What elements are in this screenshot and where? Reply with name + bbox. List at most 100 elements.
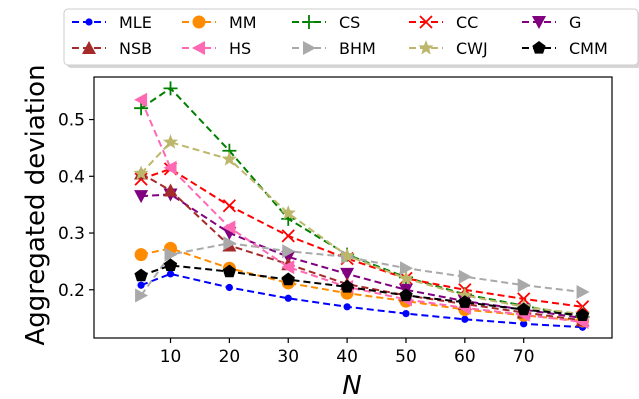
x-tick-label: 40	[336, 347, 358, 367]
data-point-mle	[137, 281, 145, 289]
legend-marker	[532, 16, 546, 29]
legend-marker	[82, 41, 96, 54]
data-point-mle	[225, 283, 233, 292]
x-tick-label: 10	[160, 347, 182, 367]
legend-marker	[419, 15, 433, 29]
legend-marker	[192, 15, 206, 29]
data-point-cwj	[162, 134, 179, 149]
data-point-mle	[284, 294, 292, 302]
legend-marker	[192, 41, 205, 55]
data-point-mle	[461, 315, 469, 323]
x-tick-label: 50	[395, 347, 417, 367]
data-point-hs	[222, 220, 236, 235]
data-point-cwj	[457, 287, 473, 302]
legend-entry-hs: HS	[182, 39, 251, 58]
legend-label: MLE	[119, 13, 152, 32]
data-point-cs	[163, 81, 178, 96]
data-point-cmm	[222, 264, 237, 278]
data-point-cwj	[133, 165, 149, 180]
data-point-g	[340, 267, 355, 281]
legend: MLE MM CS CC G NSB HS BHM CWJ CMM	[63, 8, 639, 68]
series-cmm	[134, 258, 590, 321]
data-point-cmm	[458, 295, 472, 308]
data-point-cmm	[281, 272, 295, 286]
legend-label: CWJ	[456, 39, 488, 58]
data-point-g	[134, 190, 149, 204]
y-tick-label: 0.2	[58, 281, 85, 301]
data-point-bhm	[458, 269, 472, 284]
legend-entry-mle: MLE	[72, 13, 152, 32]
data-point-bhm	[576, 285, 590, 300]
series-line-g	[141, 193, 583, 320]
legend-label: NSB	[119, 39, 152, 58]
data-point-bhm	[223, 236, 237, 251]
legend-entry-cwj: CWJ	[409, 39, 488, 58]
data-point-cwj	[280, 205, 296, 220]
data-point-bhm	[399, 261, 413, 276]
x-tick-label: 20	[219, 347, 241, 367]
y-tick-label: 0.3	[58, 224, 85, 244]
legend-label: CS	[339, 13, 360, 32]
x-tick-label: 30	[277, 347, 299, 367]
data-point-mm	[134, 248, 148, 262]
data-point-bhm	[282, 244, 296, 259]
data-point-nsb	[163, 183, 178, 197]
data-point-hs	[163, 160, 177, 175]
legend-label: BHM	[339, 39, 376, 58]
series-line-nsb	[140, 172, 583, 322]
plot-area: 10 20 30 40 50 60 70 0.2 0.3 0.4 0.5	[58, 76, 613, 367]
legend-label: G	[569, 13, 581, 32]
data-point-mle	[343, 303, 351, 311]
data-point-cmm	[517, 302, 531, 316]
data-point-cwj	[398, 270, 414, 285]
data-point-cwj	[221, 151, 237, 166]
data-point-cc	[222, 199, 237, 213]
series-line-cc	[140, 167, 583, 308]
x-axis-label: N	[342, 371, 361, 399]
legend-entry-mm: MM	[182, 13, 257, 32]
data-point-cc	[281, 229, 295, 243]
series-bhm	[135, 236, 590, 303]
data-point-mle	[520, 320, 528, 328]
legend-marker	[532, 41, 546, 54]
data-point-cs	[134, 101, 149, 116]
data-point-cmm	[340, 279, 354, 293]
data-point-mle	[402, 310, 410, 318]
legend-label: CC	[456, 13, 478, 32]
legend-marker	[418, 40, 434, 55]
x-tick-label: 70	[513, 347, 535, 367]
data-point-bhm	[164, 247, 178, 262]
x-tick-label: 60	[454, 347, 476, 367]
legend-label: MM	[229, 13, 257, 32]
legend-marker	[303, 41, 316, 55]
legend-marker	[85, 18, 93, 26]
data-point-bhm	[517, 278, 531, 293]
data-point-cmm	[163, 258, 178, 272]
legend-entry-bhm: BHM	[292, 39, 376, 58]
legend-entry-g: G	[522, 13, 581, 32]
series-cwj	[133, 134, 591, 321]
legend-entry-cs: CS	[292, 13, 360, 32]
legend-label: HS	[229, 39, 251, 58]
legend-entry-cc: CC	[409, 13, 478, 32]
data-point-hs	[281, 260, 295, 275]
legend-marker	[302, 15, 316, 29]
series-line-bhm	[140, 242, 583, 296]
data-point-mle	[166, 270, 175, 278]
data-point-hs	[134, 92, 148, 107]
series-line-mle	[140, 272, 583, 329]
legend-entry-cmm: CMM	[522, 39, 608, 58]
data-point-cmm	[399, 288, 413, 302]
data-point-cwj	[339, 247, 355, 263]
legend-label: CMM	[569, 39, 608, 58]
data-point-cmm	[575, 308, 590, 321]
legend-entry-nsb: NSB	[72, 39, 152, 58]
series-hs	[134, 92, 589, 330]
plot-frame	[93, 76, 613, 339]
y-tick-label: 0.5	[58, 111, 85, 131]
y-axis-label: Aggregated deviation	[21, 64, 51, 345]
data-point-bhm	[135, 288, 149, 303]
y-tick-label: 0.4	[58, 167, 85, 187]
data-point-cmm	[134, 268, 148, 282]
